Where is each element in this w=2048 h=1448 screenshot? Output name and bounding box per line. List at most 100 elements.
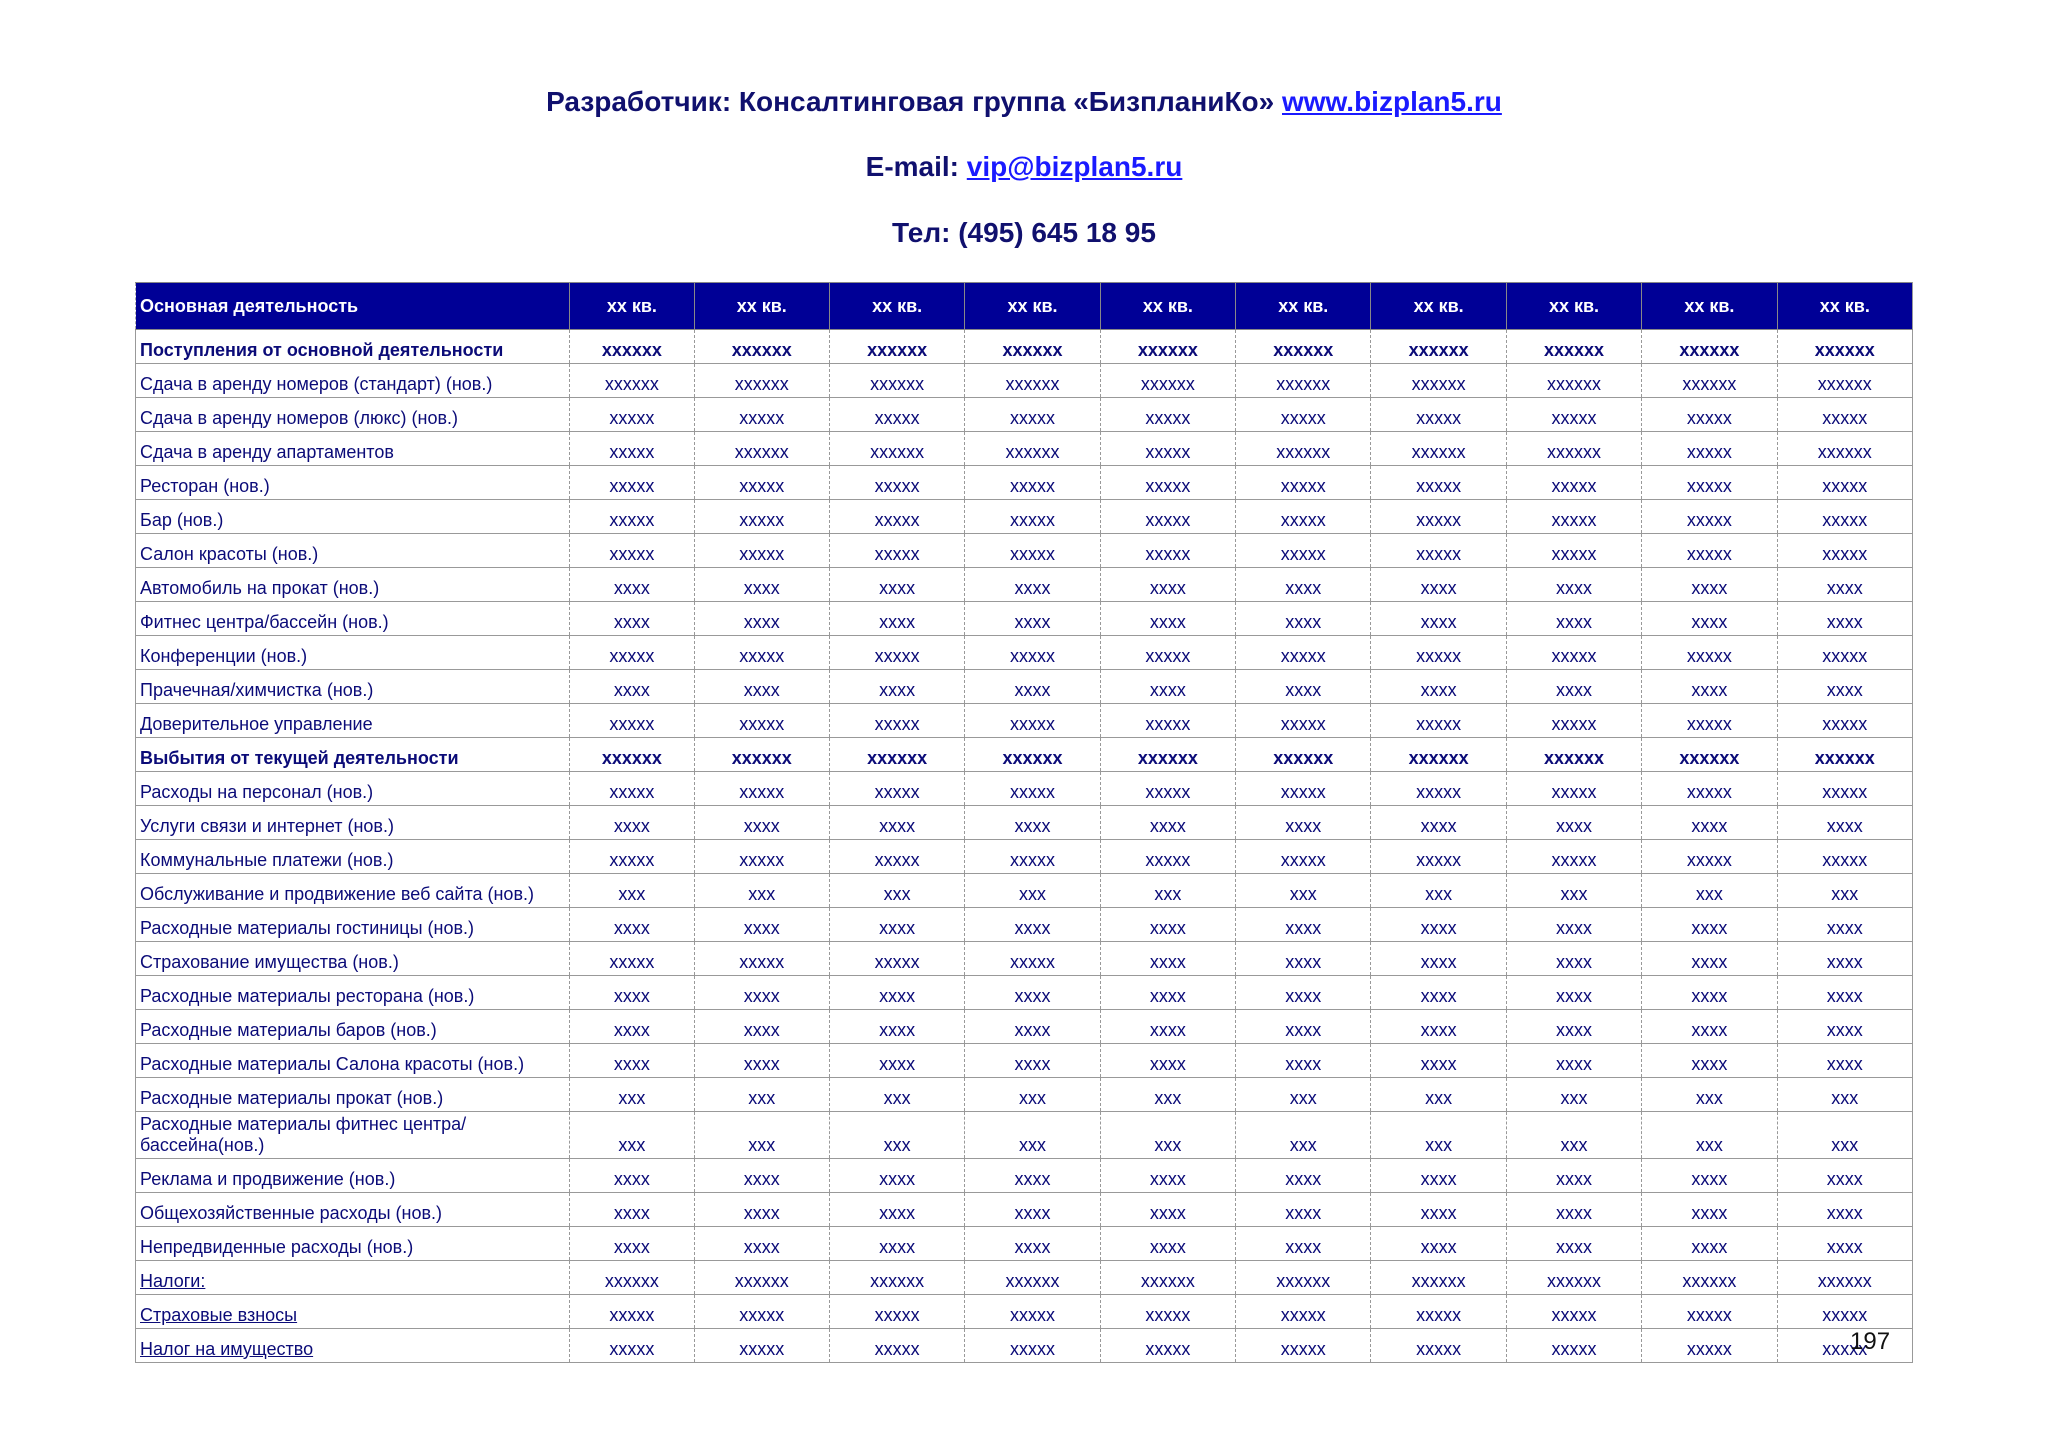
cell-value: xxxx [1776,1158,1914,1193]
table-row: Общехозяйственные расходы (нов.) xxxx xxxx… [134,1192,1914,1227]
cell-value: xxxxx [1099,499,1236,534]
cell-value: xxxx [569,975,695,1010]
table-row: Налоги: xxxxxx xxxxxx xxxxxx xxxxxx xxxxxx xxx… [134,1260,1914,1295]
cell-value: xxxxx [828,1328,965,1363]
row-label: Расходные материалы Салона красоты (нов.… [134,1043,570,1078]
cell-value: xxxx [1099,1009,1236,1044]
cell-value: xxxxx [693,635,830,670]
cell-value: xxxx [569,805,695,840]
cell-value: xxx [1235,1111,1371,1159]
cell-value: xxxx [1776,975,1914,1010]
cell-value: xxxx [1505,907,1642,942]
cell-value: xxxx [569,1226,695,1261]
cell-value: xxxxx [964,703,1101,738]
cell-value: xxxxx [569,499,695,534]
cell-value: xxxx [964,669,1101,704]
table-row: Сдача в аренду апартаментов xxxxx xxxxxx xx… [134,431,1914,466]
cell-value: xxxx [1776,1192,1914,1227]
cell-value: xxxxxx [693,1260,830,1295]
row-label: Поступления от основной деятельности [134,329,570,364]
cell-value: xxxxx [1505,703,1642,738]
cell-value: xxxx [964,975,1101,1010]
column-header: xx кв. [964,282,1101,330]
table-row: Непредвиденные расходы (нов.) xxxx xxxx xxx… [134,1226,1914,1261]
cell-value: xxxx [1370,1009,1507,1044]
cell-value: xxxx [1099,1043,1236,1078]
cell-value: xxxxx [1235,635,1371,670]
row-label: Салон красоты (нов.) [134,533,570,568]
cell-value: xxxx [1235,669,1371,704]
row-label: Расходные материалы прокат (нов.) [134,1077,570,1112]
row-label: Расходы на персонал (нов.) [134,771,570,806]
cell-value: xxxx [1099,1158,1236,1193]
page-number: 197 [1850,1328,1891,1355]
table-row: Реклама и продвижение (нов.) xxxx xxxx xxxx… [134,1158,1914,1193]
row-label: Общехозяйственные расходы (нов.) [134,1192,570,1227]
cell-value: xxxx [693,1192,830,1227]
cell-value: xxxx [964,1192,1101,1227]
row-label: Бар (нов.) [134,499,570,534]
site-link[interactable]: www.bizplan5.ru [1282,86,1502,117]
cell-value: xxxx [1370,1158,1507,1193]
cell-value: xxxxx [569,635,695,670]
cell-value: xxx [1235,873,1371,908]
cell-value: xxxxxx [828,1260,965,1295]
cell-value: xxxx [1641,669,1778,704]
cell-value: xxx [828,873,965,908]
cell-value: xxxxx [1235,533,1371,568]
cell-value: xxx [1776,1077,1914,1112]
cell-value: xxxxx [964,1294,1101,1329]
row-label: Ресторан (нов.) [134,465,570,500]
column-header: xx кв. [693,282,830,330]
cell-value: xxxxxx [828,737,965,772]
cell-value: xxxx [1505,1009,1642,1044]
row-label: Конференции (нов.) [134,635,570,670]
cell-value: xxxxxx [964,363,1101,398]
cell-value: xxxxx [828,839,965,874]
cell-value: xxxxx [1505,1294,1642,1329]
table-row: Расходы на персонал (нов.) xxxxx xxxxx xxxx… [134,771,1914,806]
cell-value: xxxxx [964,1328,1101,1363]
cell-value: xxxxx [693,465,830,500]
cell-value: xxxxx [1505,839,1642,874]
developer-line: Разработчик: Консалтинговая группа «Бизп… [0,86,2048,118]
cell-value: xxxx [1505,805,1642,840]
cell-value: xxxx [1235,907,1371,942]
cell-value: xxxxxx [693,737,830,772]
cell-value: xxxx [1370,601,1507,636]
column-header: xx кв. [1235,282,1372,330]
cell-value: xxxx [828,1043,965,1078]
cell-value: xxxxx [693,839,830,874]
email-link[interactable]: vip@bizplan5.ru [966,151,1183,182]
cell-value: xxxxxx [828,431,965,466]
cell-value: xxxxx [1505,397,1642,432]
table-row: Бар (нов.) xxxxx xxxxx xxxxx xxxxx xxxxx xxxxx… [134,499,1914,534]
table-row: Конференции (нов.) xxxxx xxxxx xxxxx xxxxx xx… [134,635,1914,670]
cell-value: xxxx [693,567,830,602]
cell-value: xxxx [569,1009,695,1044]
cell-value: xxxxx [1370,703,1507,738]
cell-value: xxxxx [1776,1328,1914,1363]
row-label: Расходные материалы фитнес центра/бассей… [134,1111,570,1159]
table-row: Страхование имущества (нов.) xxxxx xxxxx xx… [134,941,1914,976]
row-label: Обслуживание и продвижение веб сайта (но… [134,873,570,908]
cell-value: xxxxx [693,533,830,568]
cell-value: xxx [693,1077,830,1112]
cell-value: xxxxx [693,771,830,806]
cell-value: xxxxxx [1235,1260,1371,1295]
cell-value: xxxxx [569,1294,695,1329]
cell-value: xxxxxx [1641,329,1778,364]
cell-value: xxxxxx [1776,329,1914,364]
cell-value: xxxx [828,567,965,602]
cell-value: xxxxx [1099,839,1236,874]
cell-value: xxxx [1641,1226,1778,1261]
cell-value: xxxxx [1641,1294,1778,1329]
cell-value: xxxxxx [1099,329,1236,364]
cell-value: xxxx [1641,907,1778,942]
cell-value: xxxx [1505,567,1642,602]
row-label: Выбытия от текущей деятельности [134,737,570,772]
cell-value: xxx [1505,1077,1642,1112]
phone: Тел: (495) 645 18 95 [892,217,1156,248]
table-row: Выбытия от текущей деятельности xxxxxx xxx… [134,737,1914,772]
cell-value: xxxxx [1235,1328,1371,1363]
